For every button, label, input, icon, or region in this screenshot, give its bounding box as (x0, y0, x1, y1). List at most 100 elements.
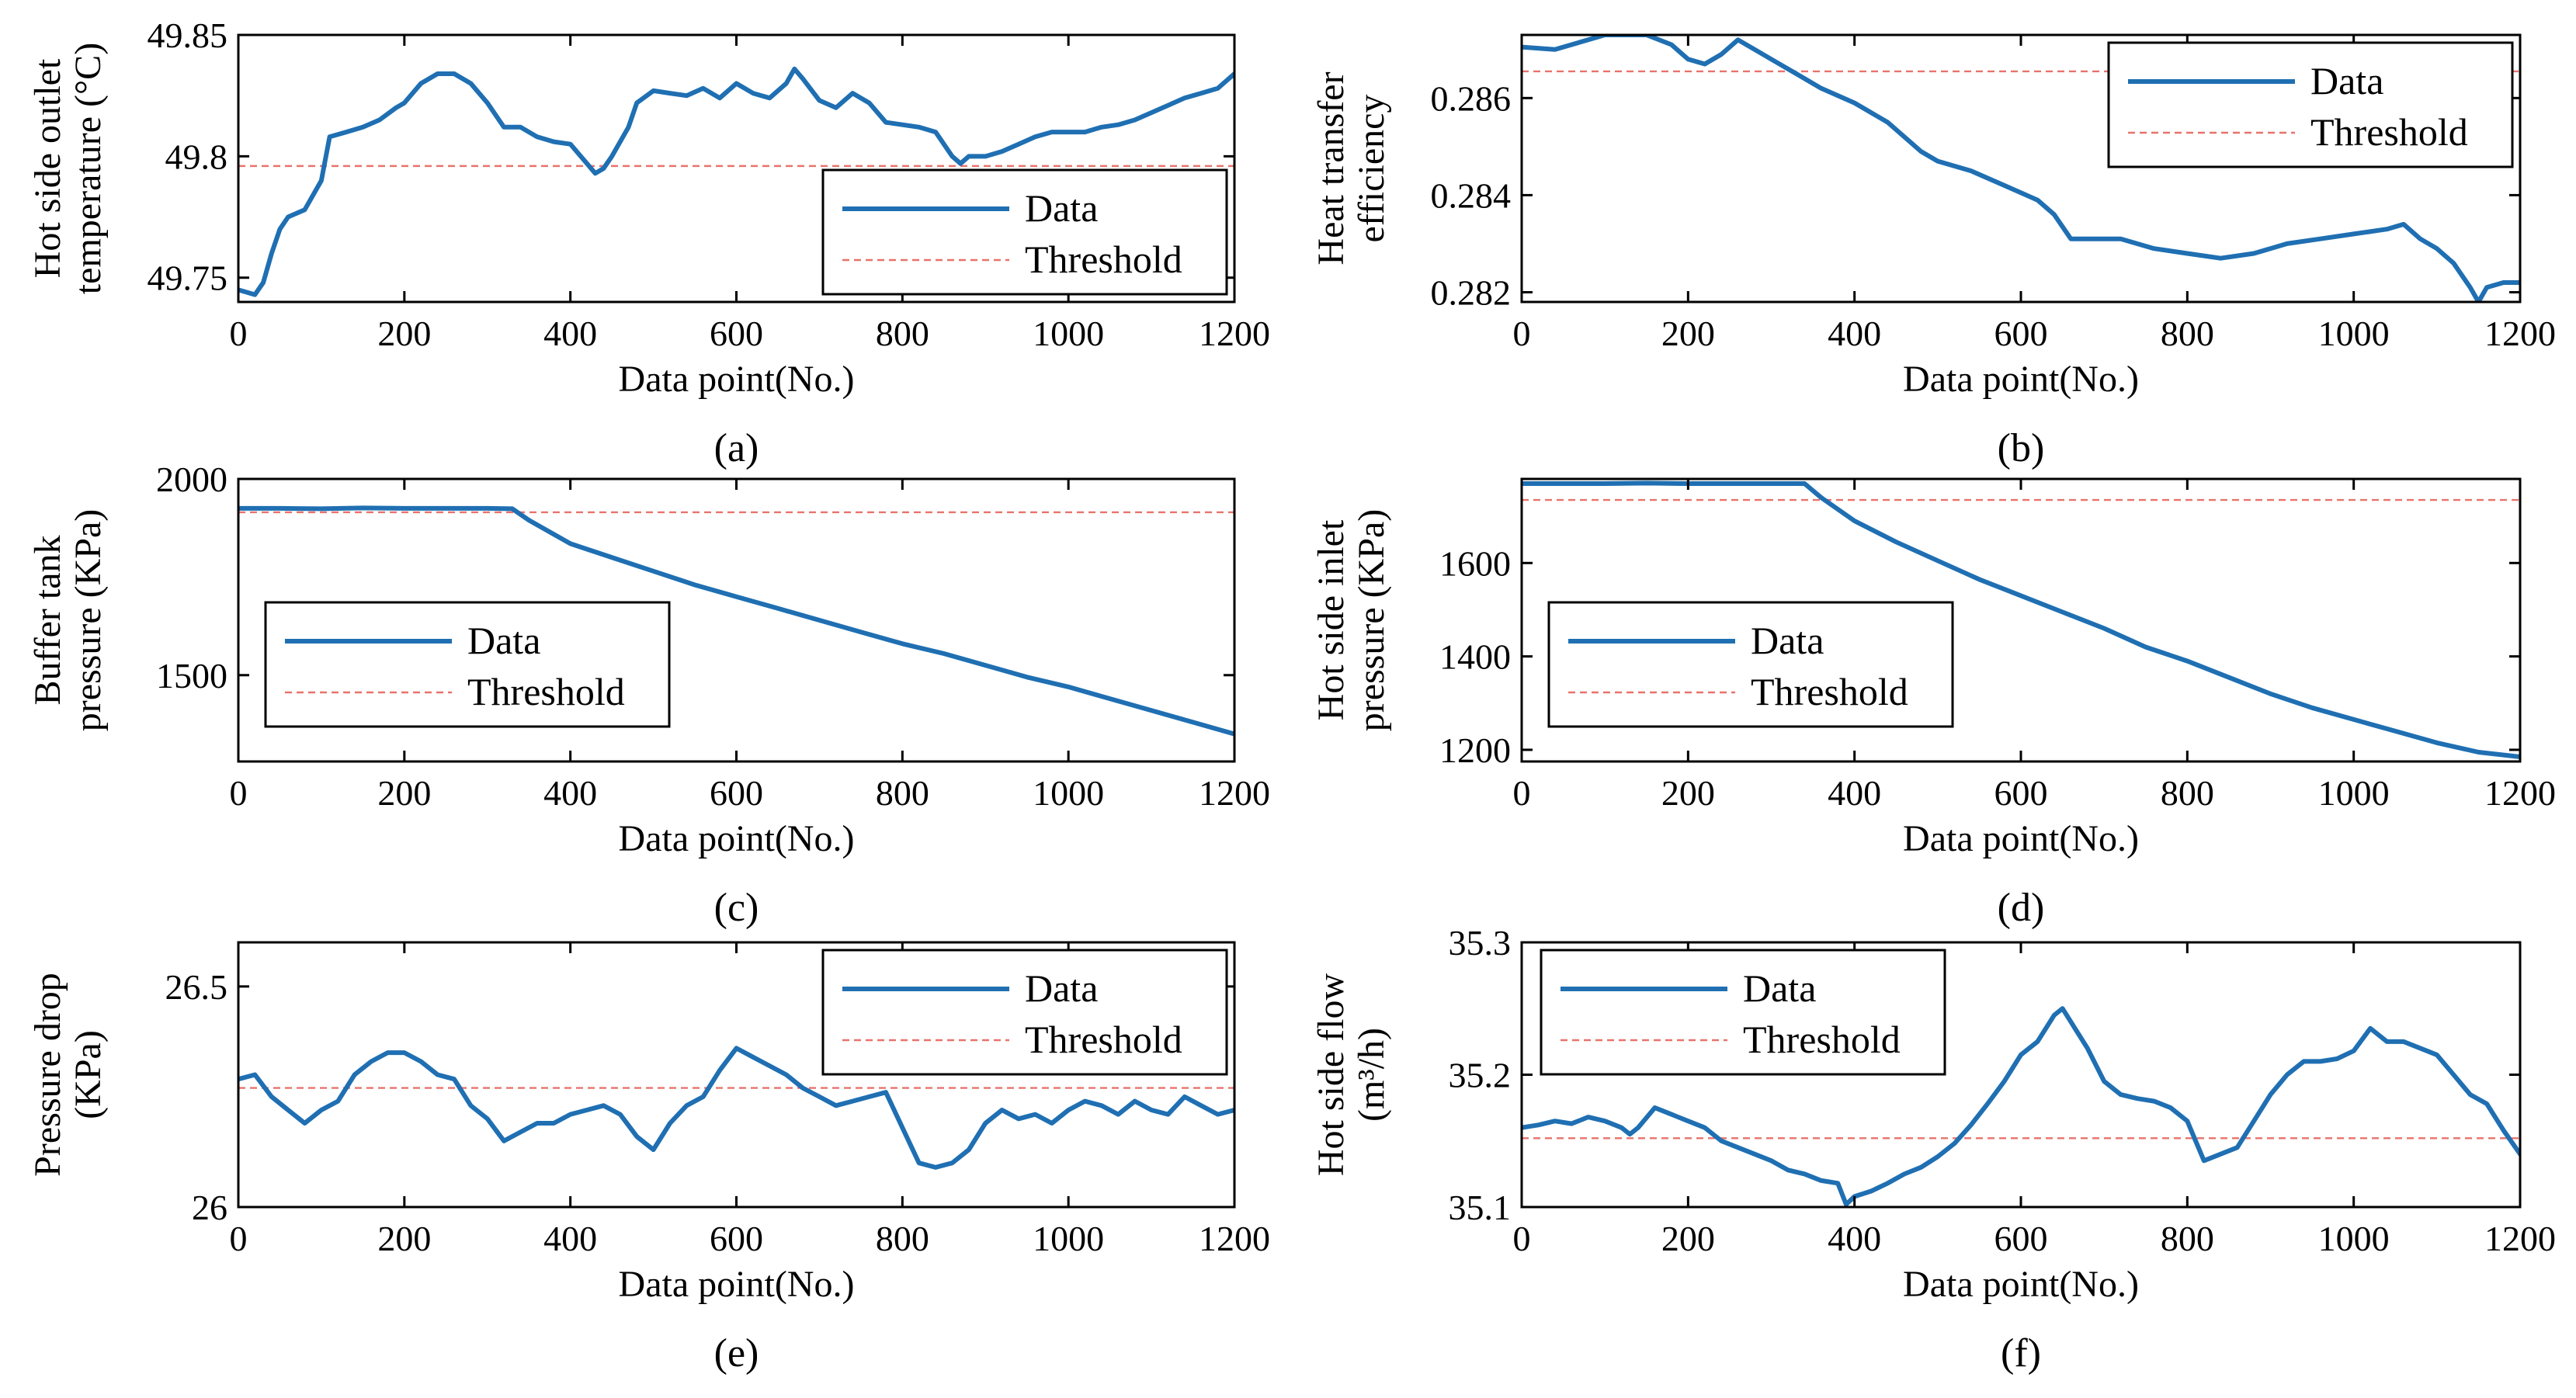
y-axis-label-line: Buffer tank (27, 535, 68, 705)
legend-threshold-label: Threshold (1751, 670, 1908, 713)
y-tick-label: 26 (192, 1188, 227, 1227)
x-tick-label: 1000 (2318, 314, 2390, 353)
legend-data-label: Data (1751, 619, 1824, 662)
x-axis-label: Data point(No.) (619, 1264, 855, 1305)
x-tick-label: 600 (1994, 773, 2048, 813)
x-axis-label: Data point(No.) (619, 818, 855, 859)
x-tick-label: 200 (1661, 1219, 1715, 1258)
legend-data-label: Data (2310, 59, 2383, 102)
x-tick-label: 1000 (1033, 773, 1104, 813)
panel-label: (e) (714, 1331, 759, 1375)
y-axis-label-line: Heat transfer (1311, 71, 1352, 265)
y-tick-label: 35.2 (1449, 1056, 1512, 1095)
y-tick-label: 49.8 (165, 137, 228, 176)
y-axis-label: Pressure drop(KPa) (27, 973, 109, 1177)
panel-label: (a) (714, 426, 759, 470)
x-tick-label: 800 (2161, 314, 2214, 353)
chart-panel: 0 200 400 600 800 1000 1200 0.282 0.284 0.286 Data… (1311, 33, 2556, 470)
x-tick-label: 600 (1994, 1219, 2048, 1258)
legend-data-label: Data (467, 619, 540, 662)
x-tick-label: 200 (377, 773, 431, 813)
y-tick-label: 49.75 (148, 258, 228, 298)
x-tick-label: 600 (710, 773, 763, 813)
legend-box (2107, 41, 2514, 168)
legend-data-label: Data (1025, 186, 1098, 230)
y-axis-label: Hot side inletpressure (KPa) (1311, 509, 1392, 732)
legend-threshold-label: Threshold (2310, 110, 2468, 154)
y-tick-label: 1600 (1439, 543, 1511, 583)
x-tick-label: 600 (710, 1219, 763, 1258)
legend-box (821, 949, 1228, 1076)
y-axis-label-line: Hot side inlet (1311, 519, 1352, 720)
y-axis-label-line: Pressure drop (27, 973, 68, 1177)
y-tick-label: 2000 (156, 460, 227, 499)
y-tick-label: 1400 (1439, 637, 1511, 677)
data-series-line (1522, 1006, 2520, 1207)
legend: Data Threshold (2107, 41, 2514, 168)
y-axis-label-line: pressure (KPa) (68, 509, 109, 732)
x-tick-label: 1000 (1033, 1219, 1104, 1258)
legend: Data Threshold (821, 949, 1228, 1076)
x-tick-label: 400 (1828, 1219, 1881, 1258)
legend: Data Threshold (1540, 949, 1946, 1076)
x-tick-label: 1000 (1033, 314, 1104, 353)
x-tick-label: 400 (543, 314, 597, 353)
legend: Data Threshold (821, 168, 1228, 296)
x-axis-label: Data point(No.) (1903, 1264, 2139, 1305)
y-tick-label: 1200 (1439, 730, 1511, 770)
x-tick-label: 800 (876, 1219, 929, 1258)
legend-box (821, 168, 1228, 296)
legend-data-label: Data (1025, 966, 1098, 1010)
x-tick-label: 800 (2161, 1219, 2214, 1258)
legend-threshold-label: Threshold (1025, 238, 1182, 281)
chart-panel: 0 200 400 600 800 1000 1200 1500 2000 Data point(… (27, 460, 1270, 930)
y-axis-label: Buffer tankpressure (KPa) (27, 509, 109, 732)
chart-panel: 0 200 400 600 800 1000 1200 35.1 35.2 35.3 Data po… (1311, 923, 2556, 1375)
data-series-line (1522, 480, 2520, 759)
x-axis-label: Data point(No.) (619, 359, 855, 400)
chart-panel: 0 200 400 600 800 1000 1200 49.75 49.8 49.85 Data … (27, 16, 1270, 470)
legend-threshold-label: Threshold (1743, 1018, 1901, 1061)
data-series-line (238, 505, 1234, 737)
y-tick-label: 0.284 (1431, 175, 1512, 215)
x-tick-label: 0 (230, 314, 248, 353)
y-axis-label-line: (KPa) (68, 1030, 109, 1119)
y-tick-label: 35.3 (1449, 923, 1512, 963)
x-tick-label: 400 (1828, 773, 1881, 813)
x-tick-label: 200 (377, 1219, 431, 1258)
y-axis-label-line: (m³/h) (1351, 1028, 1392, 1122)
x-tick-label: 1200 (2484, 773, 2556, 813)
x-tick-label: 200 (1661, 314, 1715, 353)
legend-box (1540, 949, 1946, 1076)
y-tick-label: 0.282 (1431, 272, 1512, 312)
data-series-line (238, 66, 1234, 297)
x-tick-label: 600 (710, 314, 763, 353)
x-tick-label: 600 (1994, 314, 2048, 353)
x-tick-label: 0 (1513, 1219, 1531, 1258)
legend-threshold-label: Threshold (1025, 1018, 1182, 1061)
x-tick-label: 1200 (2484, 314, 2556, 353)
legend-data-label: Data (1743, 966, 1816, 1010)
x-tick-label: 400 (543, 1219, 597, 1258)
y-axis-label: Heat transferefficiency (1311, 71, 1392, 265)
panel-label: (d) (1998, 886, 2045, 930)
x-tick-label: 1200 (1199, 1219, 1270, 1258)
y-axis-label-line: Hot side outlet (27, 58, 68, 278)
chart-panel: 0 200 400 600 800 1000 1200 1200 1400 1600 Data po… (1311, 477, 2556, 930)
x-tick-label: 400 (1828, 314, 1881, 353)
x-tick-label: 800 (876, 314, 929, 353)
legend-box (1547, 601, 1954, 728)
data-series-line (1522, 35, 2520, 302)
y-tick-label: 1500 (156, 656, 227, 696)
y-axis-label: Hot side flow(m³/h) (1311, 973, 1392, 1177)
x-tick-label: 0 (230, 773, 248, 813)
legend-box (264, 601, 671, 728)
y-tick-label: 0.286 (1431, 78, 1512, 118)
x-tick-label: 0 (1513, 314, 1531, 353)
x-axis-label: Data point(No.) (1903, 359, 2139, 400)
x-tick-label: 800 (2161, 773, 2214, 813)
x-tick-label: 1200 (1199, 773, 1270, 813)
y-axis-label: Hot side outlettemperature (°C) (27, 43, 109, 294)
panel-label: (c) (714, 886, 759, 930)
